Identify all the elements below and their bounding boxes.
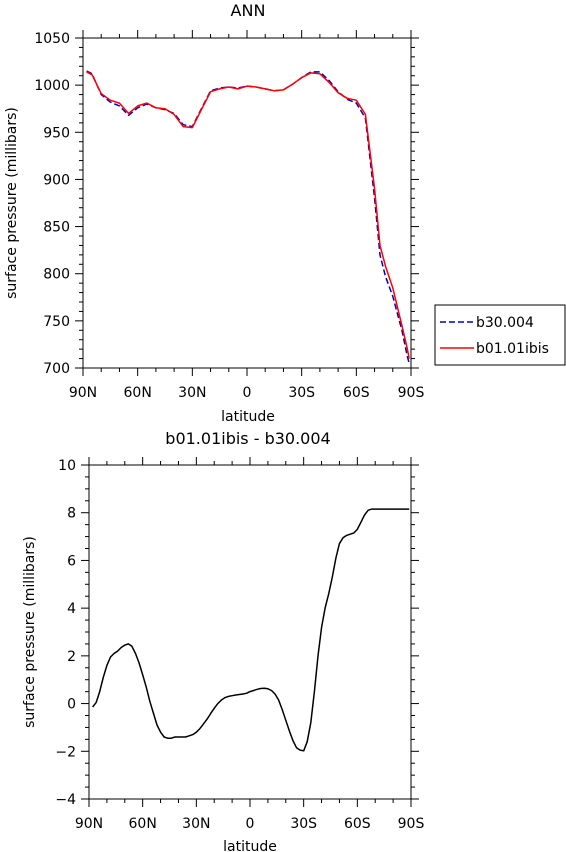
y-tick-label: 900 (43, 172, 70, 188)
x-tick-label: 0 (246, 816, 255, 832)
legend: b30.004 b01.01ibis (434, 304, 566, 366)
top-tick-labels: 90N 60N 30N 0 30S 60S 90S 700 750 800 850 900 950 100… (34, 31, 424, 401)
y-tick-label: 950 (43, 125, 70, 141)
x-tick-label: 90N (69, 385, 97, 401)
y-tick-label: 6 (67, 553, 76, 569)
bottom-tick-labels: 90N 60N 30N 0 30S 60S 90S −4 −2 0 2 4 6 8 10 (55, 458, 424, 832)
bottom-x-axis-label: latitude (223, 839, 277, 852)
y-tick-label: 10 (58, 458, 76, 474)
x-tick-label: 0 (243, 385, 252, 401)
bottom-plot-frame (88, 464, 412, 800)
x-tick-label: 60N (129, 816, 157, 832)
legend-label-b01-01ibis: b01.01ibis (476, 341, 549, 357)
y-tick-label: 0 (67, 697, 76, 713)
y-tick-label: 8 (67, 506, 76, 522)
x-tick-label: 60N (124, 385, 152, 401)
y-tick-label: 1050 (34, 31, 70, 47)
bottom-y-axis-label: surface pressure (millibars) (22, 536, 38, 728)
y-tick-label: 850 (43, 220, 70, 236)
x-tick-label: 90S (398, 385, 425, 401)
bottom-chart: b01.01ibis - b30.004 90N 60N 30N 0 30S 60S 90S… (22, 429, 424, 852)
series-line-b01-01ibis (86, 71, 410, 359)
y-tick-label: −4 (55, 792, 76, 808)
x-tick-label: 30S (288, 385, 315, 401)
top-plot-frame (82, 37, 412, 369)
series-line-difference (92, 508, 410, 752)
series-line-b30-004 (86, 70, 410, 364)
bottom-series-lines (92, 508, 410, 752)
x-tick-label: 30N (182, 816, 210, 832)
y-tick-label: −2 (55, 744, 76, 760)
y-tick-label: 800 (43, 267, 70, 283)
bottom-chart-title: b01.01ibis - b30.004 (165, 429, 330, 448)
top-ticks (75, 30, 419, 376)
top-x-axis-label: latitude (221, 409, 275, 425)
top-y-axis-label: surface pressure (millibars) (4, 107, 20, 299)
x-tick-label: 60S (343, 385, 370, 401)
x-tick-label: 60S (344, 816, 371, 832)
x-tick-label: 30N (178, 385, 206, 401)
y-tick-label: 750 (43, 314, 70, 330)
legend-label-b30-004: b30.004 (476, 315, 534, 331)
y-tick-label: 700 (43, 361, 70, 377)
top-series-lines (86, 70, 410, 364)
top-chart: ANN 90N 60N 30N 0 30S 60S 90S 700 750 800 850 900 95… (4, 1, 566, 425)
top-chart-title: ANN (231, 1, 266, 20)
legend-box (434, 304, 566, 366)
x-tick-label: 90N (75, 816, 103, 832)
y-tick-label: 1000 (34, 78, 70, 94)
y-tick-label: 2 (67, 649, 76, 665)
x-tick-label: 30S (290, 816, 317, 832)
y-tick-label: 4 (67, 601, 76, 617)
bottom-ticks (81, 457, 419, 807)
x-tick-label: 90S (398, 816, 425, 832)
